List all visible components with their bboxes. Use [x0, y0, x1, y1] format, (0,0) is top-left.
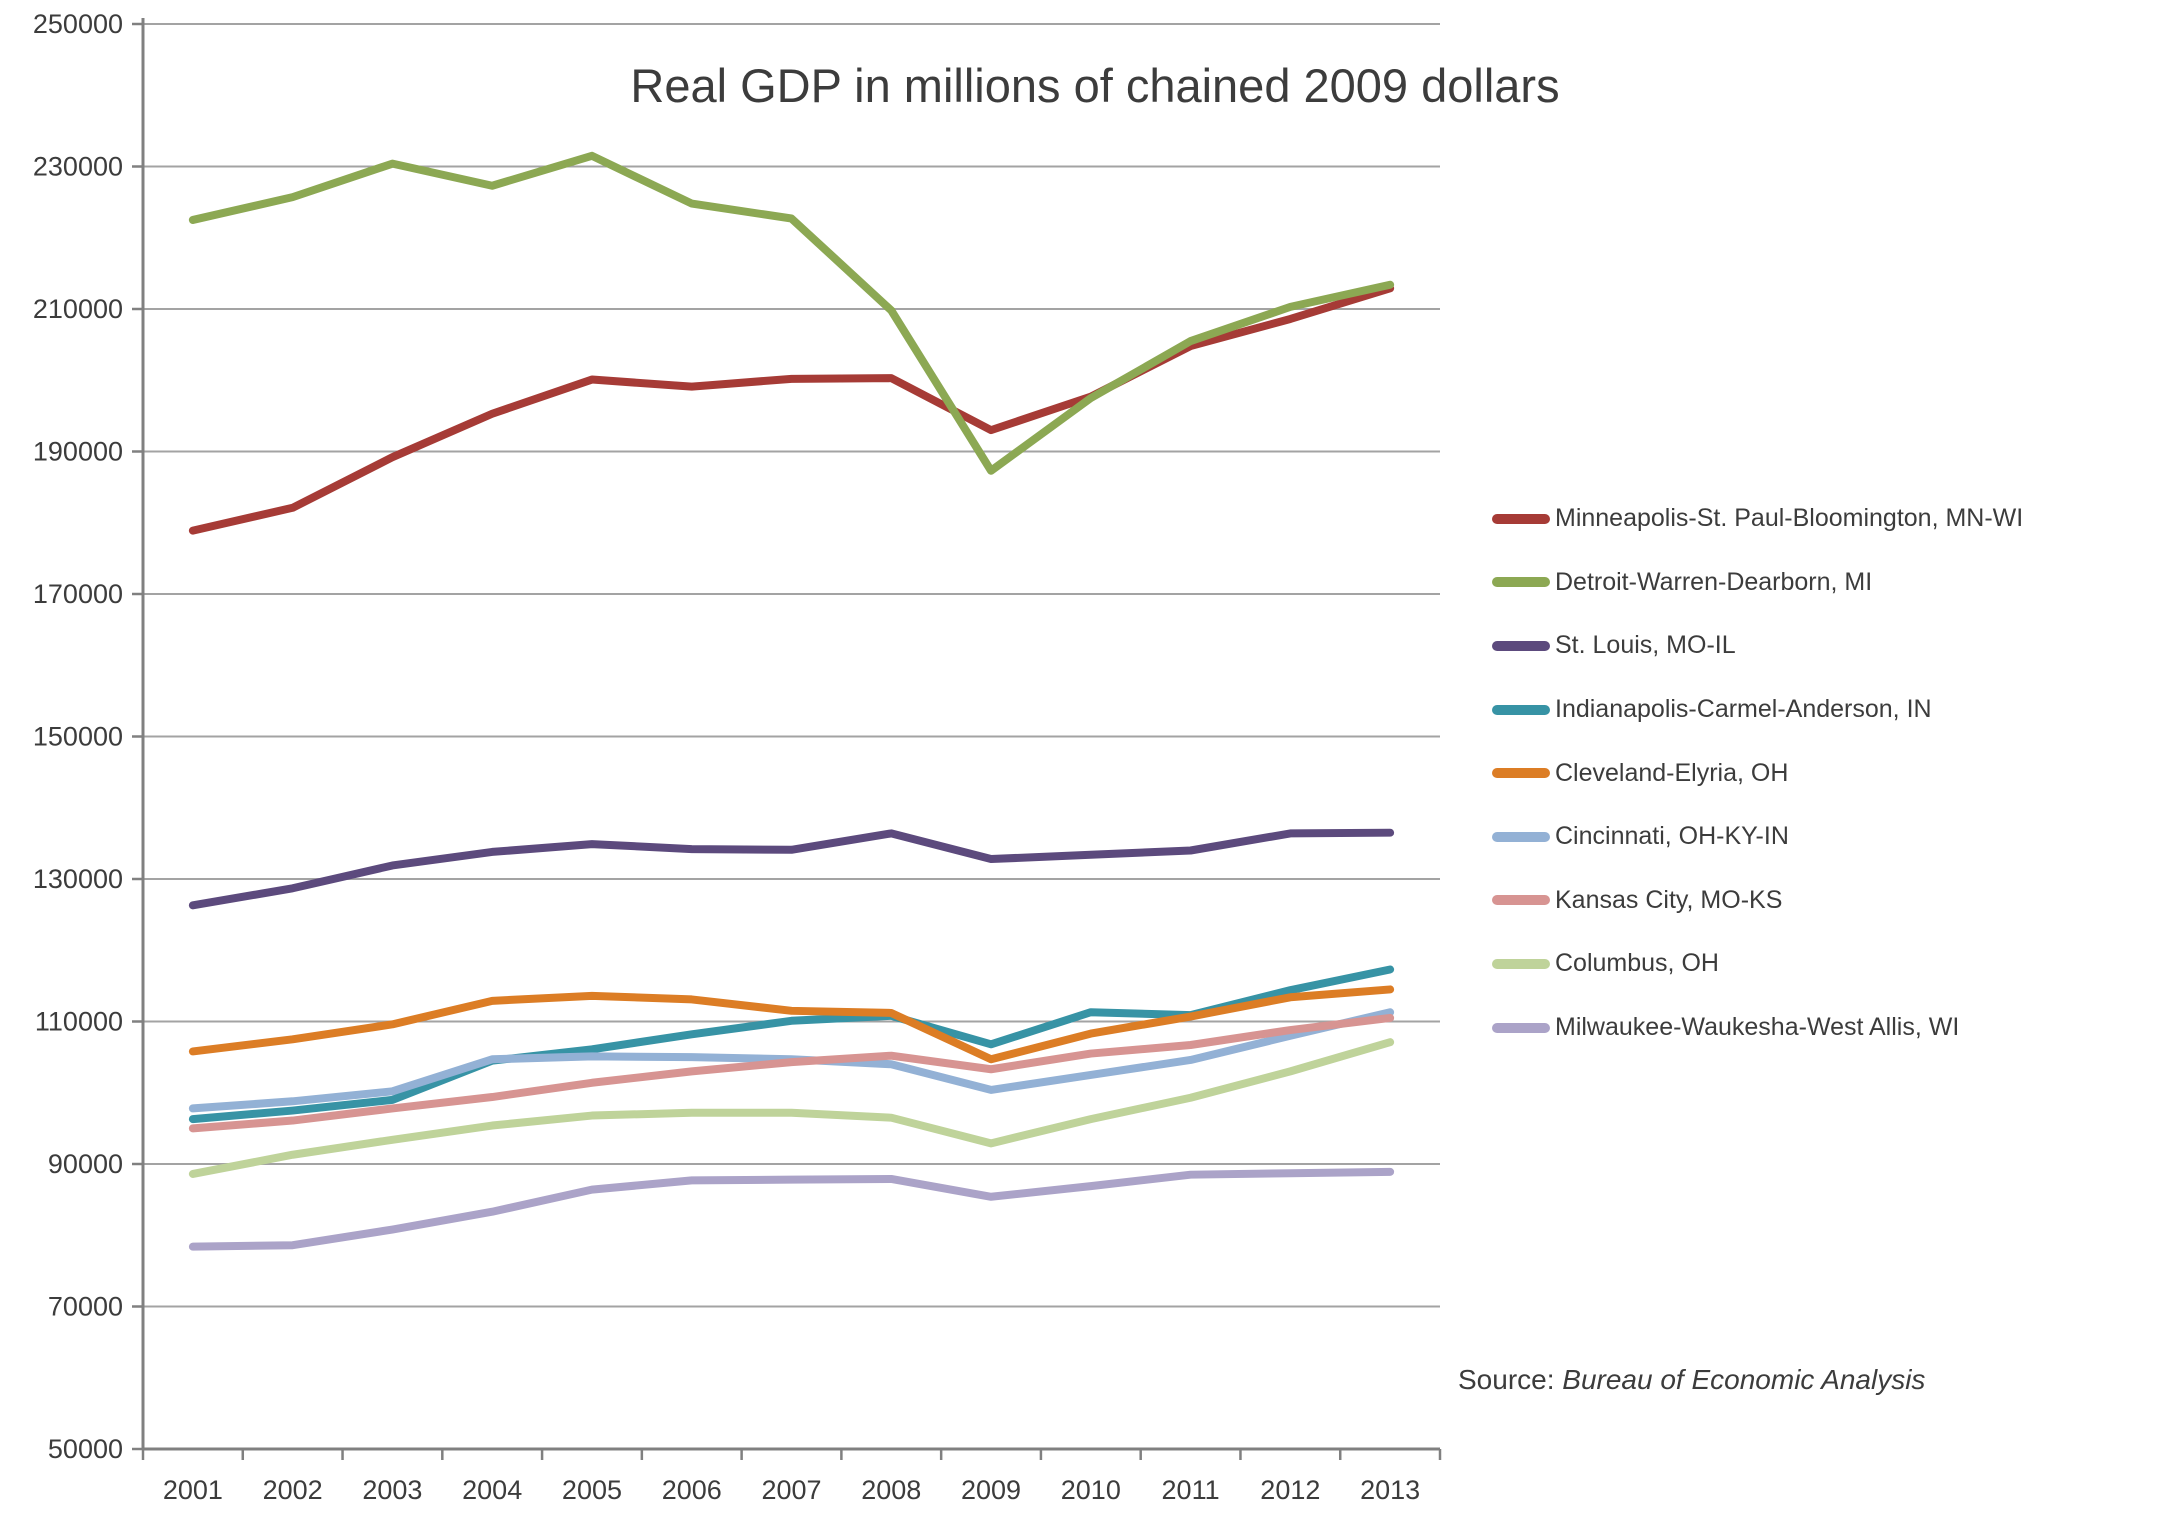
y-axis-label: 210000: [33, 294, 123, 324]
legend-item: Kansas City, MO-KS: [1492, 869, 2023, 933]
legend-swatch-icon: [1492, 1022, 1550, 1033]
series-line-cleveland-elyria-oh: [188, 985, 1395, 1064]
x-axis-label: 2006: [662, 1475, 722, 1505]
x-axis-label: 2005: [562, 1475, 622, 1505]
y-axis-label: 250000: [33, 9, 123, 39]
legend-item: Detroit-Warren-Dearborn, MI: [1492, 551, 2023, 615]
y-axis-label: 50000: [48, 1434, 123, 1464]
series-line-detroit-warren-dearborn-mi: [188, 151, 1395, 475]
legend-item: Cincinnati, OH-KY-IN: [1492, 805, 2023, 869]
x-axis-label: 2004: [462, 1475, 522, 1505]
legend-swatch-icon: [1492, 640, 1550, 651]
legend-item: Milwaukee-Waukesha-West Allis, WI: [1492, 996, 2023, 1060]
y-axis-label: 150000: [33, 722, 123, 752]
legend-label: Minneapolis-St. Paul-Bloomington, MN-WI: [1555, 504, 2024, 533]
legend-label: St. Louis, MO-IL: [1555, 631, 1736, 660]
legend-item: Columbus, OH: [1492, 932, 2023, 996]
x-axis-label: 2010: [1061, 1475, 1121, 1505]
legend-swatch-icon: [1492, 958, 1550, 969]
y-axis-label: 170000: [33, 579, 123, 609]
source-note: Source: Bureau of Economic Analysis: [1458, 1364, 1925, 1396]
legend-label: Cleveland-Elyria, OH: [1555, 758, 1789, 787]
series-line-minneapolis-st-paul-bloomington-mn-wi: [188, 284, 1395, 535]
y-axis-label: 70000: [48, 1292, 123, 1322]
series-line-milwaukee-waukesha-west-allis-wi: [188, 1167, 1395, 1251]
x-axis-label: 2002: [263, 1475, 323, 1505]
series-line-st-louis-mo-il: [188, 828, 1395, 910]
legend-swatch-icon: [1492, 577, 1550, 588]
legend-item: Indianapolis-Carmel-Anderson, IN: [1492, 678, 2023, 742]
y-axis-label: 230000: [33, 152, 123, 182]
legend-label: Indianapolis-Carmel-Anderson, IN: [1555, 695, 1932, 724]
legend-item: Minneapolis-St. Paul-Bloomington, MN-WI: [1492, 487, 2023, 551]
legend-swatch-icon: [1492, 513, 1550, 524]
source-prefix: Source:: [1458, 1364, 1563, 1395]
x-axis-label: 2008: [861, 1475, 921, 1505]
legend-label: Columbus, OH: [1555, 949, 1719, 978]
legend-swatch-icon: [1492, 831, 1550, 842]
x-axis-label: 2001: [163, 1475, 223, 1505]
x-axis-label: 2003: [362, 1475, 422, 1505]
x-axis-label: 2012: [1260, 1475, 1320, 1505]
series-line-kansas-city-mo-ks: [188, 1013, 1395, 1133]
y-axis-label: 90000: [48, 1149, 123, 1179]
legend-item: St. Louis, MO-IL: [1492, 614, 2023, 678]
y-axis-label: 110000: [35, 1007, 123, 1037]
y-axis-label: 190000: [33, 437, 123, 467]
legend-swatch-icon: [1492, 768, 1550, 779]
legend-label: Cincinnati, OH-KY-IN: [1555, 822, 1789, 851]
x-axis-label: 2009: [961, 1475, 1021, 1505]
legend-label: Milwaukee-Waukesha-West Allis, WI: [1555, 1013, 1960, 1042]
chart-title: Real GDP in millions of chained 2009 dol…: [630, 59, 1560, 112]
x-axis-label: 2007: [761, 1475, 821, 1505]
legend-swatch-icon: [1492, 895, 1550, 906]
source-text: Bureau of Economic Analysis: [1562, 1364, 1926, 1395]
legend: Minneapolis-St. Paul-Bloomington, MN-WI D…: [1492, 487, 2023, 1059]
series-line-columbus-oh: [188, 1038, 1395, 1178]
legend-label: Detroit-Warren-Dearborn, MI: [1555, 567, 1873, 596]
legend-item: Cleveland-Elyria, OH: [1492, 741, 2023, 805]
legend-swatch-icon: [1492, 704, 1550, 715]
y-axis-label: 130000: [33, 864, 123, 894]
legend-label: Kansas City, MO-KS: [1555, 885, 1783, 914]
x-axis-label: 2013: [1360, 1475, 1420, 1505]
x-axis-label: 2011: [1162, 1475, 1220, 1505]
